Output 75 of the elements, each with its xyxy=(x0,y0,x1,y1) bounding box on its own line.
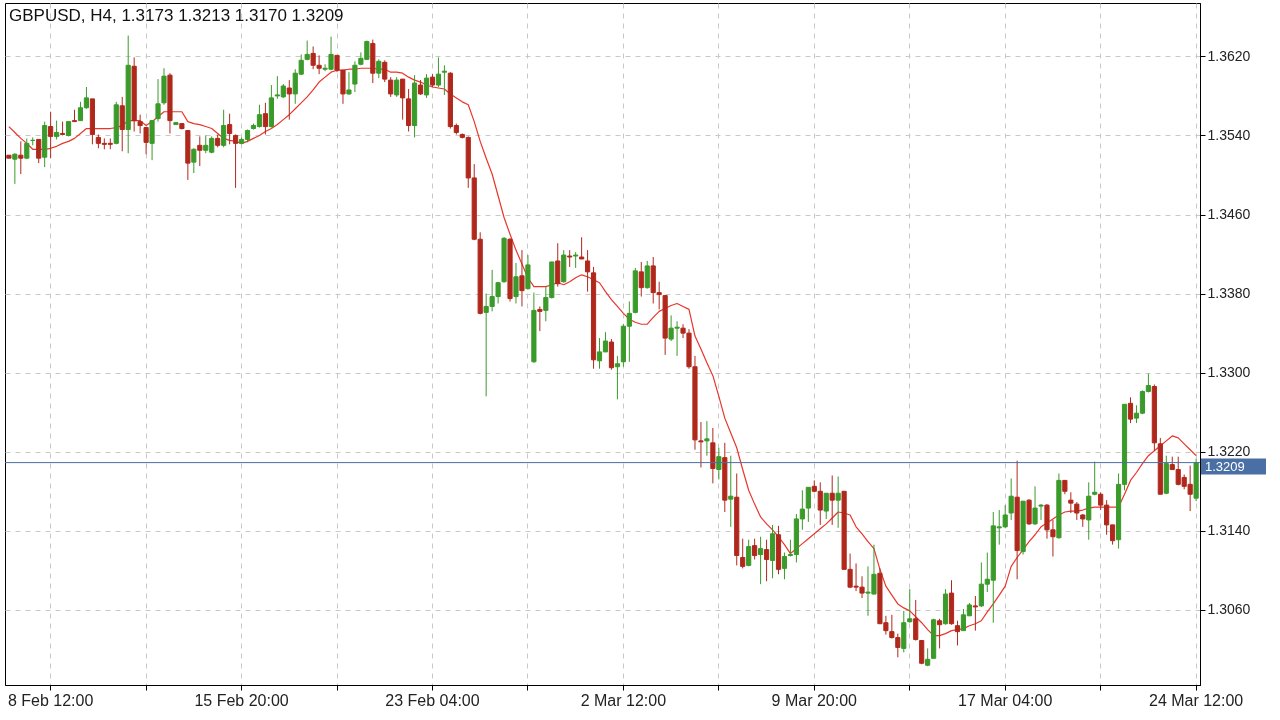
candlestick xyxy=(954,620,961,646)
candlestick xyxy=(758,536,764,585)
candlestick xyxy=(441,64,447,96)
candlestick xyxy=(585,249,591,293)
chart-title: GBPUSD, H4, 1.3173 1.3213 1.3170 1.3209 xyxy=(9,6,344,25)
x-tick-label: 23 Feb 04:00 xyxy=(385,691,480,709)
x-tick-label: 8 Feb 12:00 xyxy=(7,691,94,709)
candlestick xyxy=(763,539,770,582)
candlestick xyxy=(352,60,358,93)
candlestick xyxy=(394,76,400,98)
y-tick-label: 1.3540 xyxy=(1207,126,1251,143)
candlestick xyxy=(1008,477,1014,521)
candlestick xyxy=(829,474,835,526)
candlestick xyxy=(435,56,442,88)
candlestick xyxy=(638,261,644,298)
candlestick xyxy=(262,102,269,135)
candlestick xyxy=(513,262,519,304)
candlestick xyxy=(746,539,752,567)
candlestick xyxy=(835,475,841,529)
candlestick xyxy=(143,127,149,155)
y-tick-label: 1.3380 xyxy=(1207,285,1251,302)
candlestick xyxy=(191,147,197,174)
candlestick xyxy=(752,538,758,560)
candlestick xyxy=(704,420,710,457)
candlestick xyxy=(1127,396,1134,424)
candlestick xyxy=(12,152,18,185)
y-tick-label: 1.3140 xyxy=(1207,522,1251,539)
candlestick xyxy=(54,120,60,140)
y-tick-label: 1.3060 xyxy=(1207,601,1251,618)
candlestick xyxy=(286,79,292,121)
candlestick xyxy=(48,111,54,159)
y-tick-label: 1.3300 xyxy=(1207,364,1251,381)
candlestick xyxy=(728,455,734,528)
candlestick xyxy=(423,73,430,99)
candlestick xyxy=(1032,485,1038,526)
candlestick xyxy=(972,595,978,632)
candlestick xyxy=(907,588,913,624)
candlestick xyxy=(644,260,650,290)
ref-line-label: 1.3209 xyxy=(1205,458,1245,474)
candlestick xyxy=(221,109,227,148)
candlestick xyxy=(233,133,239,189)
candlestick xyxy=(155,78,161,123)
candlestick xyxy=(1026,498,1032,526)
candlestick xyxy=(740,538,746,569)
candlestick xyxy=(376,58,382,79)
candlestick xyxy=(137,114,143,134)
y-tick-label: 1.3220 xyxy=(1207,443,1251,460)
candlestick xyxy=(716,447,722,480)
candlestick xyxy=(36,138,42,164)
candlestick xyxy=(519,249,525,307)
x-tick-label: 2 Mar 12:00 xyxy=(580,691,667,709)
candlestick xyxy=(614,355,620,400)
candlestick xyxy=(18,140,24,175)
x-tick-label: 15 Feb 20:00 xyxy=(194,691,289,709)
candlestick xyxy=(346,71,352,96)
candlestick xyxy=(1038,503,1044,521)
candlestick xyxy=(555,242,561,288)
candlestick xyxy=(781,552,788,580)
candlestick xyxy=(119,96,125,152)
x-tick-label: 17 Mar 04:00 xyxy=(958,691,1053,709)
candlestick xyxy=(1092,461,1098,496)
candlestick xyxy=(525,254,531,291)
y-tick-label: 1.3620 xyxy=(1207,47,1251,64)
candlestick xyxy=(197,135,203,167)
candlestick xyxy=(537,305,543,332)
x-tick-label: 9 Mar 20:00 xyxy=(771,691,858,709)
x-tick-label: 24 Mar 12:00 xyxy=(1148,691,1244,709)
candlestick xyxy=(913,599,919,642)
candlestick xyxy=(579,236,585,260)
candlestick xyxy=(227,113,233,145)
candlestick xyxy=(149,120,155,161)
candlestick xyxy=(823,492,829,520)
candlestick xyxy=(936,618,943,649)
candlestick xyxy=(1086,481,1092,541)
y-tick-label: 1.3460 xyxy=(1207,206,1251,223)
